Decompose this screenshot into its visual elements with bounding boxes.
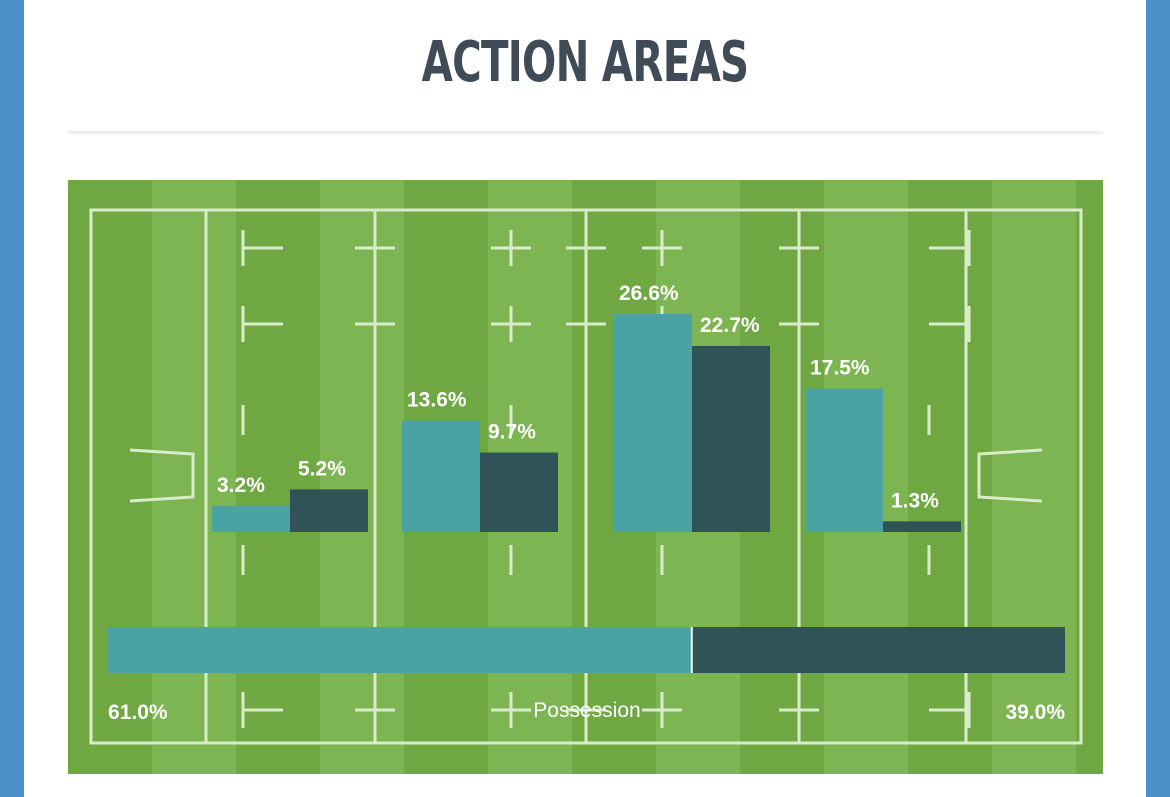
goal-posts-right (977, 448, 1043, 503)
pitch-dash (241, 306, 283, 342)
pitch-stripe (320, 180, 404, 774)
action-areas-card: ACTION AREAS 3.2% 5.2% 13.6% 9.7% 26.6% 22.7%… (24, 0, 1146, 797)
possession-team-b (691, 627, 1065, 673)
pitch-dash (566, 692, 606, 728)
pitch-svg: 3.2% 5.2% 13.6% 9.7% 26.6% 22.7% 17.5% 1.3% 61.… (68, 180, 1103, 774)
bar-label: 13.6% (407, 389, 467, 412)
bar-label: 22.7% (700, 314, 760, 337)
bar-label: 3.2% (217, 474, 265, 497)
pitch-dash (929, 230, 971, 266)
pitch-dash (241, 230, 283, 266)
possession-label-a: 61.0% (108, 701, 168, 724)
bar-team-a (212, 505, 290, 532)
bar-label: 17.5% (810, 357, 870, 380)
pitch-dash (642, 230, 682, 266)
pitch-dash (355, 692, 395, 728)
pitch-dash (929, 692, 971, 728)
possession-team-a (108, 627, 692, 673)
action-area-bars: 3.2% 5.2% 13.6% 9.7% 26.6% 22.7% 17.5% 1.3% (212, 282, 961, 532)
pitch-dash (241, 692, 283, 728)
pitch-chart: 3.2% 5.2% 13.6% 9.7% 26.6% 22.7% 17.5% 1.3% 61.… (68, 180, 1103, 774)
bar-team-b (883, 521, 961, 532)
pitch-dash (642, 692, 682, 728)
bar-label: 9.7% (488, 421, 536, 444)
pitch-dash (779, 692, 819, 728)
pitch-dash (491, 692, 531, 728)
pitch-dash (566, 306, 606, 342)
bar-team-a (402, 420, 480, 532)
possession-caption: Possession (533, 699, 640, 722)
bar-label: 5.2% (298, 457, 346, 480)
pitch-dash (491, 306, 531, 342)
pitch-dash (929, 306, 971, 342)
bar-team-a (805, 388, 883, 532)
bar-label: 26.6% (619, 282, 679, 305)
bar-label: 1.3% (891, 489, 939, 512)
page-title: ACTION AREAS (421, 30, 749, 95)
bar-team-b (480, 452, 558, 532)
pitch-dash (355, 306, 395, 342)
possession-label-b: 39.0% (1005, 701, 1065, 724)
pitch-dash (491, 230, 531, 266)
possession-bar: 61.0% 39.0% Possession (108, 627, 1065, 724)
goal-posts-left (129, 448, 195, 503)
pitch-dash (355, 230, 395, 266)
pitch-dash (779, 306, 819, 342)
pitch-dash (779, 230, 819, 266)
bar-team-b (290, 489, 368, 532)
pitch-dash (566, 230, 606, 266)
title-divider (68, 131, 1103, 134)
pitch-stripe (992, 180, 1076, 774)
bar-team-b (692, 345, 770, 532)
bar-team-a (614, 314, 692, 532)
